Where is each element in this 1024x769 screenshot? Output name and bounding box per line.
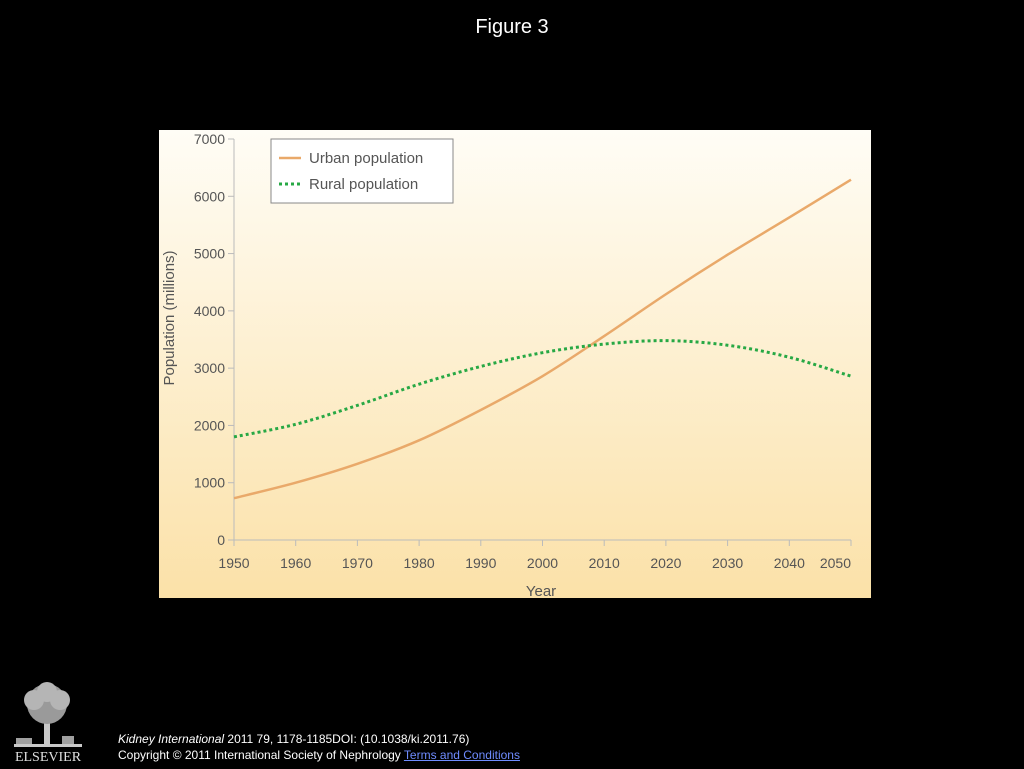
x-tick-label: 1990	[465, 555, 496, 571]
x-axis-title: Year	[526, 583, 556, 598]
x-tick-label: 2010	[589, 555, 620, 571]
y-axis-title: Population (millions)	[161, 250, 178, 385]
x-tick-label: 1950	[218, 555, 249, 571]
line-chart: 0 1000 2000 3000 4000 5000 6000 7000 1950 1960 197…	[159, 130, 871, 598]
x-tick-label: 2000	[527, 555, 558, 571]
x-tick-label: 2050	[820, 555, 851, 571]
y-tick-label: 6000	[194, 188, 225, 204]
citation-details: 2011 79, 1178-1185DOI: (10.1038/ki.2011.…	[224, 732, 469, 746]
plot-background	[159, 130, 871, 598]
elsevier-logo: ELSEVIER	[10, 680, 86, 764]
y-tick-label: 0	[217, 532, 225, 548]
legend-label-rural: Rural population	[309, 176, 418, 193]
terms-link[interactable]: Terms and Conditions	[404, 748, 520, 762]
slide-title: Figure 3	[0, 16, 1024, 39]
legend: Urban population Rural population	[271, 139, 453, 203]
journal-name: Kidney International	[118, 732, 224, 746]
x-tick-label: 2040	[774, 555, 805, 571]
y-tick-label: 2000	[194, 417, 225, 433]
legend-box	[271, 139, 453, 203]
citation-line: Kidney International 2011 79, 1178-1185D…	[118, 731, 520, 747]
copyright-text: Copyright © 2011 International Society o…	[118, 748, 404, 762]
y-tick-label: 4000	[194, 303, 225, 319]
x-tick-label: 2030	[712, 555, 743, 571]
chart-panel: 0 1000 2000 3000 4000 5000 6000 7000 1950 1960 197…	[159, 130, 871, 598]
y-tick-label: 7000	[194, 131, 225, 147]
svg-text:ELSEVIER: ELSEVIER	[15, 750, 82, 764]
legend-label-urban: Urban population	[309, 150, 423, 167]
x-tick-label: 2020	[650, 555, 681, 571]
y-tick-label: 1000	[194, 475, 225, 491]
y-tick-label: 5000	[194, 246, 225, 262]
x-tick-label: 1960	[280, 555, 311, 571]
copyright-line: Copyright © 2011 International Society o…	[118, 747, 520, 763]
x-tick-label: 1980	[404, 555, 435, 571]
x-tick-label: 1970	[342, 555, 373, 571]
y-tick-label: 3000	[194, 360, 225, 376]
citation-block: Kidney International 2011 79, 1178-1185D…	[118, 731, 520, 763]
